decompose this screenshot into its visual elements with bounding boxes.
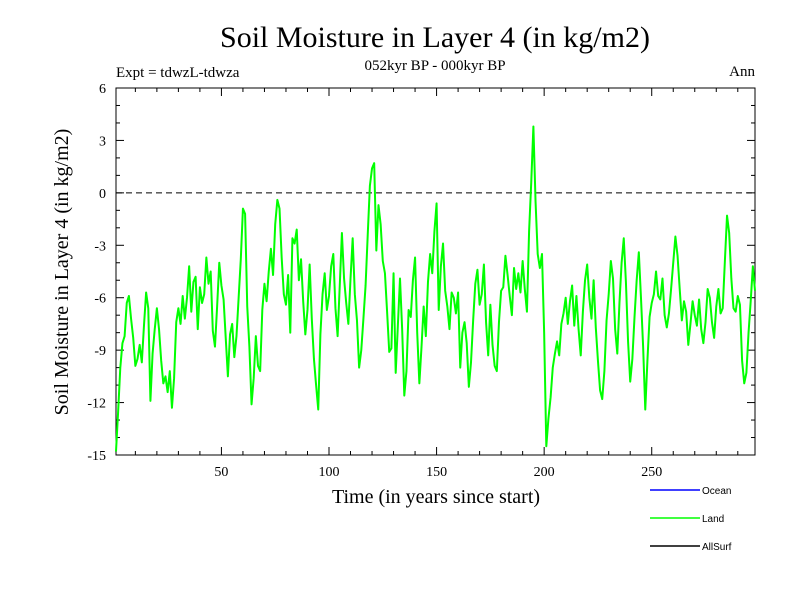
y-axis-label: Soil Moisture in Layer 4 (in kg/m2)	[51, 129, 73, 416]
chart-subtitle: 052kyr BP - 000kyr BP	[364, 58, 505, 74]
season-label: Ann	[729, 64, 755, 80]
y-tick-label: -15	[87, 449, 106, 464]
plot-area: 6 3 0 -3 -6 -9 -12 -15 50 100 150 200 250	[87, 82, 756, 480]
plot-frame	[115, 87, 756, 456]
y-tick-label: 3	[99, 134, 106, 149]
y-tick-label: -9	[94, 344, 106, 359]
y-tick-label: -12	[87, 397, 106, 412]
legend-label-ocean: Ocean	[702, 486, 731, 497]
x-tick-label: 250	[641, 465, 662, 480]
x-tick-label: 100	[319, 465, 340, 480]
x-tick-label: 50	[214, 465, 228, 480]
x-tick-label: 150	[426, 465, 447, 480]
y-tick-label: 0	[99, 187, 106, 202]
experiment-label: Expt = tdwzL-tdwza	[116, 65, 240, 81]
legend-label-land: Land	[702, 514, 724, 525]
y-tick-label: -3	[94, 239, 106, 254]
y-tick-label: 6	[99, 82, 106, 97]
legend-label-allsurf: AllSurf	[702, 542, 732, 553]
x-axis-label: Time (in years since start)	[332, 486, 540, 508]
chart-title: Soil Moisture in Layer 4 (in kg/m2)	[220, 21, 650, 54]
series-line-land	[115, 125, 756, 452]
x-tick-label: 200	[534, 465, 555, 480]
y-tick-label: -6	[94, 292, 106, 307]
legend: Ocean Land AllSurf	[650, 486, 732, 553]
